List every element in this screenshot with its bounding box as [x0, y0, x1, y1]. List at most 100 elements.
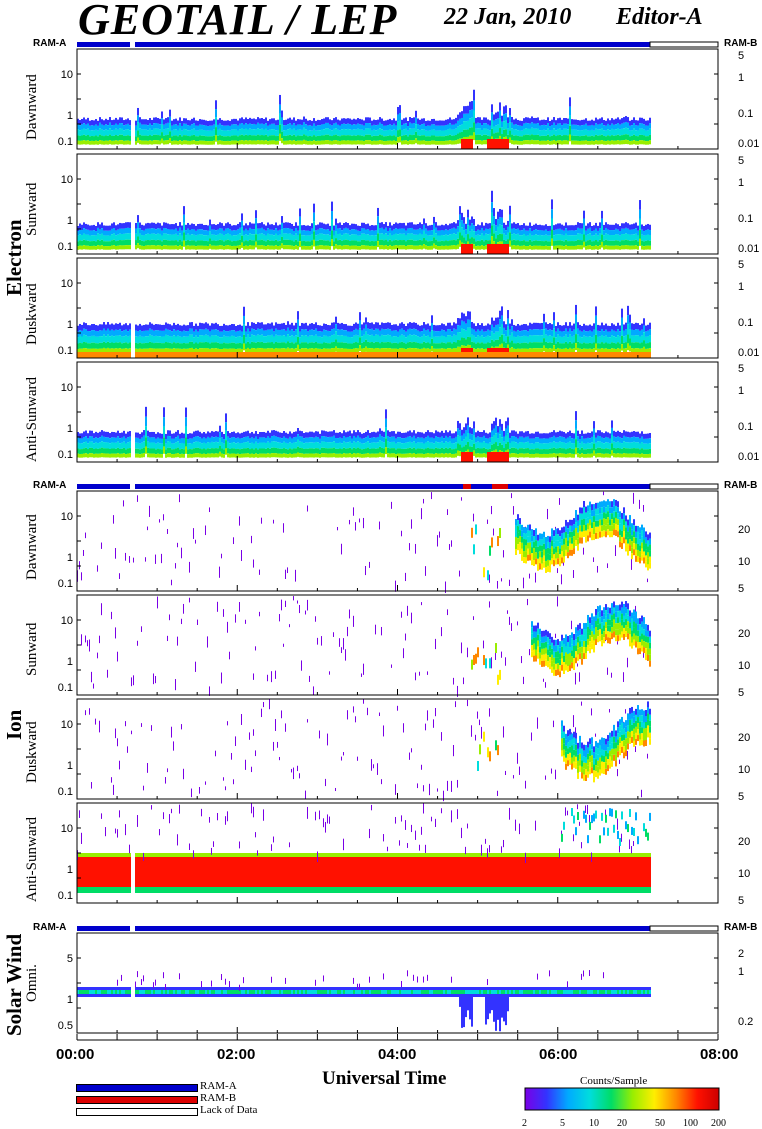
spectrogram-cell — [561, 331, 563, 337]
spectrogram-cell — [477, 140, 479, 144]
spectrogram-cell — [93, 324, 95, 330]
spectrogram-cell — [79, 439, 81, 444]
spectrogram-cell — [623, 352, 625, 358]
spectrogram-cell — [481, 222, 483, 228]
spectrogram-cell — [181, 235, 183, 241]
spectrogram-cell — [539, 323, 541, 329]
spectrogram-cell — [337, 125, 339, 130]
spectrogram-cell — [649, 140, 651, 144]
spectrogram-cell — [199, 130, 201, 136]
spectrogram-cell — [181, 352, 183, 358]
spectrogram-cell — [605, 222, 607, 228]
spectrogram-cell — [155, 224, 157, 229]
spectrogram-cell — [259, 229, 261, 234]
spectrogram-cell — [521, 235, 523, 241]
spectrogram-cell — [419, 125, 421, 130]
spectrogram-cell — [357, 129, 359, 135]
spectrogram-cell — [617, 352, 619, 358]
spectrogram-cell — [161, 352, 163, 358]
spectrogram-cell — [299, 119, 301, 124]
spectrogram-cell — [409, 228, 411, 233]
spectrogram-cell — [545, 335, 547, 342]
spectrogram-cell — [175, 432, 177, 437]
spectrogram-cell — [89, 442, 91, 448]
spectrogram-cell — [167, 453, 169, 457]
spectrogram-cell — [285, 233, 287, 239]
spectrogram-cell — [587, 126, 589, 131]
spectrogram-cell — [379, 140, 381, 144]
spectrogram-cell — [231, 324, 233, 330]
spectrogram-cell — [513, 233, 515, 239]
spectrogram-cell — [141, 438, 143, 443]
spectrogram-cell — [577, 120, 579, 125]
spectrogram-cell — [397, 332, 399, 337]
spectrogram-cell — [391, 125, 393, 130]
spectrogram-cell — [455, 342, 457, 348]
spectrogram-cell — [347, 124, 349, 129]
spectrogram-cell — [419, 228, 421, 233]
spectrogram-cell — [563, 246, 565, 250]
spectrogram-cell — [561, 230, 563, 235]
spectrogram-cell — [615, 119, 617, 124]
spectrogram-cell — [431, 246, 433, 250]
spectrogram-cell — [191, 329, 193, 335]
spectrogram-cell — [271, 352, 273, 358]
spectrogram-cell — [601, 323, 603, 329]
spectrogram-cell — [79, 240, 81, 245]
spectrogram-cell — [425, 336, 427, 343]
spectrogram-cell — [229, 352, 231, 358]
spectrogram-cell — [125, 439, 127, 444]
spectrogram-cell — [607, 124, 609, 129]
spectrogram-cell — [297, 136, 299, 141]
spectrogram-cell — [627, 343, 629, 350]
spectrogram-cell — [477, 225, 479, 230]
spectrogram-cell — [279, 241, 281, 246]
spectrogram-cell — [85, 141, 87, 145]
spectrogram-cell — [305, 241, 307, 246]
spectrogram-cell — [521, 141, 523, 145]
spectrogram-cell — [241, 221, 243, 228]
spectrogram-cell — [143, 235, 145, 241]
spectrogram-cell — [201, 130, 203, 136]
spectrogram-cell — [417, 343, 419, 349]
spectrogram-cell — [339, 324, 341, 330]
spectrogram-cell — [603, 337, 605, 344]
spectrogram-cell — [95, 141, 97, 145]
spectrogram-cell — [533, 246, 535, 250]
spectrogram-cell — [585, 325, 587, 331]
spectrogram-cell — [469, 320, 471, 328]
spectrogram-cell — [99, 230, 101, 235]
spectrogram-cell — [213, 235, 215, 241]
spectrogram-cell — [127, 352, 129, 358]
spectrogram-cell — [437, 231, 439, 236]
spectrogram-cell — [175, 442, 177, 448]
spectrogram-cell — [453, 240, 455, 245]
spectrogram-cell — [625, 342, 627, 348]
spectrogram-cell — [197, 235, 199, 241]
spectrogram-cell — [151, 437, 153, 442]
spectrogram-cell — [135, 336, 137, 343]
spectrogram-cell — [355, 224, 357, 229]
spectrogram-cell — [459, 340, 461, 347]
spectrogram-cell — [647, 234, 649, 240]
spectrogram-cell — [79, 324, 81, 330]
spectrogram-cell — [149, 245, 151, 249]
spectrogram-cell — [205, 235, 207, 241]
spectrogram-cell — [141, 241, 143, 246]
spectrogram-cell — [143, 453, 145, 457]
spectrogram-panel — [77, 407, 651, 462]
spectrogram-cell — [411, 222, 413, 228]
spectrogram-cell — [139, 135, 141, 140]
spectrogram-cell — [633, 330, 635, 336]
spectrogram-cell — [307, 126, 309, 131]
spectrogram-cell — [647, 343, 649, 349]
spectrogram-cell — [135, 245, 137, 249]
spectrogram-cell — [401, 130, 403, 136]
spectrogram-cell — [415, 335, 417, 342]
spectrogram-cell — [319, 325, 321, 331]
spectrogram-cell — [439, 241, 441, 246]
spectrogram-cell — [465, 234, 467, 240]
spectrogram-cell — [107, 335, 109, 342]
spectrogram-cell — [355, 352, 357, 358]
spectrogram-cell — [397, 130, 399, 137]
